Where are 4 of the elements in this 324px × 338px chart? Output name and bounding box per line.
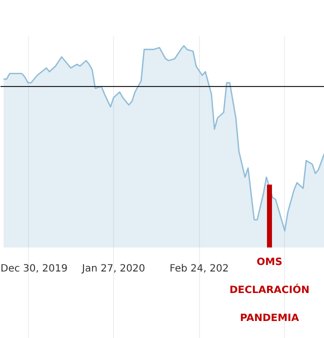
text: OMS DECLARACIÓN PANDEMIA — [230, 257, 310, 324]
x-tick-label: Dec 30, 2019 — [0, 264, 68, 274]
x-tick-label: Feb 24, 202 — [170, 264, 229, 274]
x-tick-label: Jan 27, 2020 — [81, 264, 146, 274]
